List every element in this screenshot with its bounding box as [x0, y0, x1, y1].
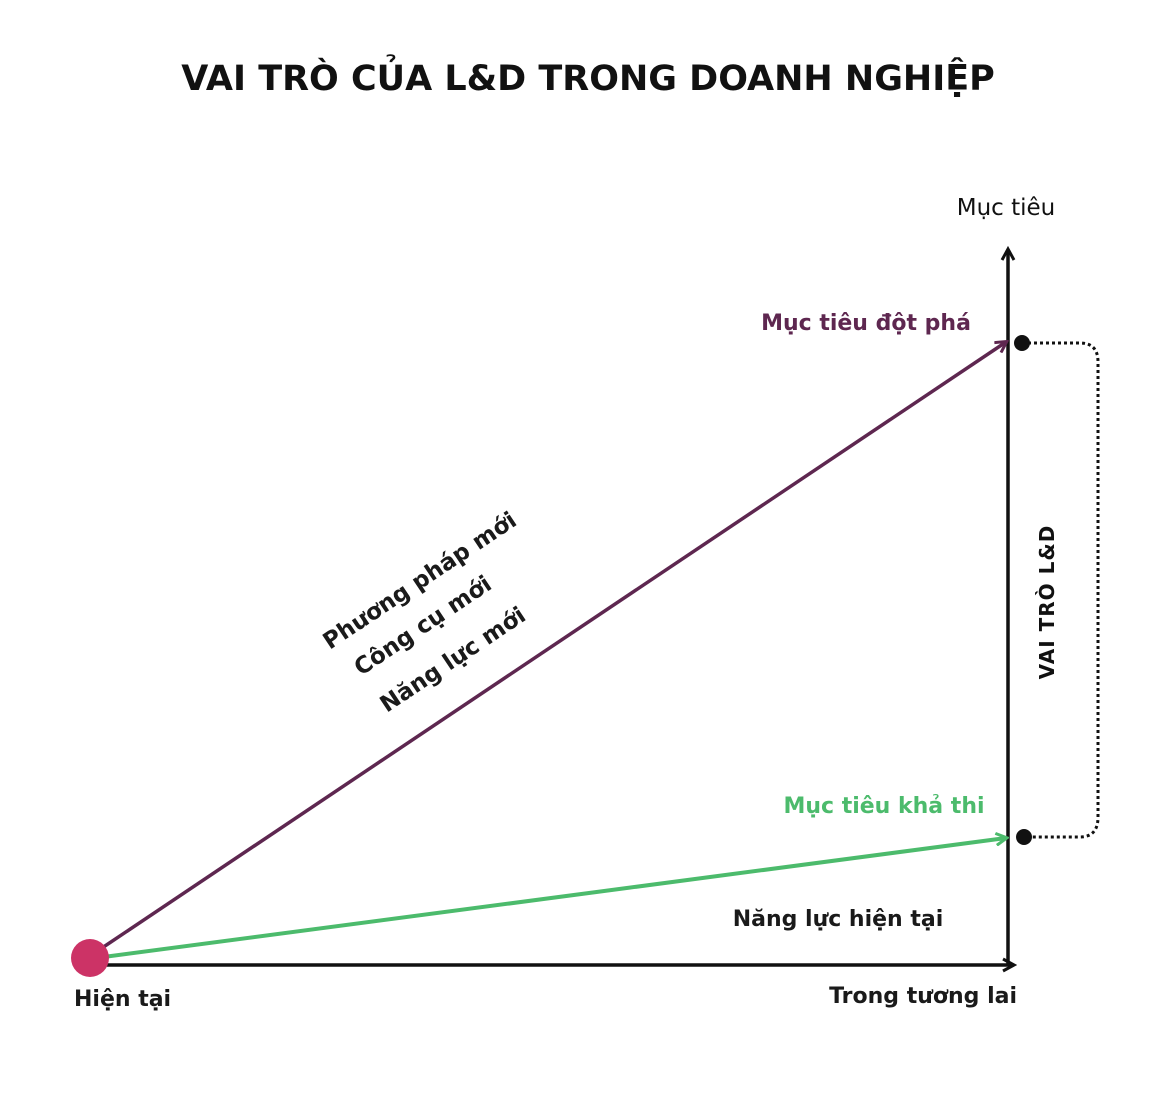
origin-label: Hiện tại — [74, 987, 171, 1012]
gap-top-dot — [1014, 335, 1030, 351]
breakthrough-arrow — [95, 342, 1006, 954]
y-axis-label: Mục tiêu — [957, 195, 1056, 221]
current-capability-label: Năng lực hiện tại — [733, 907, 944, 932]
feasible-arrow — [95, 838, 1006, 960]
origin-point — [71, 939, 109, 977]
feasible-label: Mục tiêu khả thi — [783, 794, 984, 819]
page-title: VAI TRÒ CỦA L&D TRONG DOANH NGHIỆP — [181, 53, 995, 99]
x-axis-label: Trong tương lai — [829, 984, 1017, 1009]
gap-label: VAI TRÒ L&D — [1035, 525, 1059, 680]
breakthrough-label: Mục tiêu đột phá — [761, 311, 971, 336]
gap-bracket — [1022, 341, 1100, 839]
gap-bottom-dot — [1016, 829, 1032, 845]
